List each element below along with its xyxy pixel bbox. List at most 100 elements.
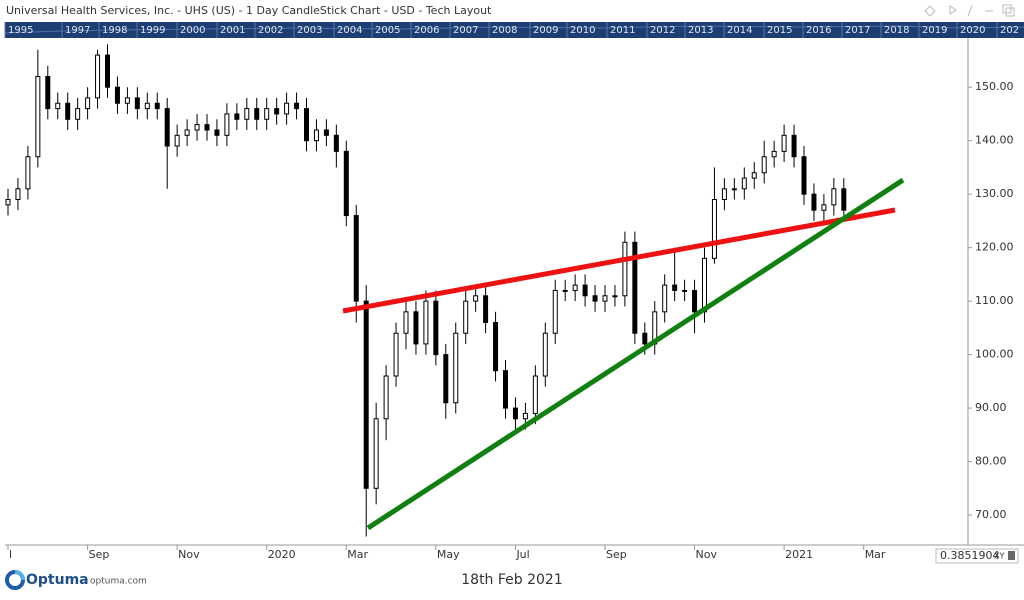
candle-body [35, 76, 41, 158]
candle-body [831, 188, 837, 206]
candle-body [632, 241, 638, 334]
candle-body [841, 188, 847, 211]
candle-body [95, 54, 101, 99]
lock-icon[interactable] [1008, 551, 1015, 560]
candle-body [214, 129, 220, 136]
navigator-year: 1995 [8, 25, 33, 36]
candle-body [134, 97, 140, 110]
navigator-bar [5, 22, 1024, 38]
candle-body [65, 102, 71, 120]
candle-body [264, 108, 270, 120]
site: optuma.com [90, 577, 147, 587]
navigator-year: 2004 [337, 25, 362, 36]
title-bar [0, 0, 1024, 22]
x-tick-label: May [437, 548, 460, 561]
x-tick-label: Nov [178, 548, 200, 561]
navigator-year: 2010 [570, 25, 595, 36]
navigator-year: 2013 [688, 25, 713, 36]
candle-body [124, 97, 130, 104]
x-tick-label: Nov [696, 548, 718, 561]
candle-body [15, 188, 21, 201]
candle-body [105, 54, 110, 88]
candle-body [373, 418, 379, 489]
candle-body [294, 102, 300, 110]
y-tick-label: 80.00 [975, 455, 1007, 468]
candle-body [85, 97, 91, 110]
xy-label: XY [994, 552, 1004, 561]
navigator-year: 2019 [922, 25, 947, 36]
candle-body [353, 215, 359, 302]
x-tick-label: Sep [89, 548, 110, 561]
candle-body [493, 322, 499, 372]
candle-body [741, 177, 747, 190]
navigator-year: 2018 [884, 25, 909, 36]
x-tick-label: 2020 [268, 548, 296, 561]
candle-body [423, 300, 429, 345]
y-tick-label: 110.00 [975, 294, 1014, 307]
cursor-value: 0.3851904 [940, 549, 1000, 562]
candle-body [363, 300, 369, 489]
candle-body [55, 102, 61, 110]
candle-body [323, 129, 329, 136]
candle-body [672, 284, 678, 291]
navigator-year: 2011 [610, 25, 635, 36]
navigator-year: 2017 [845, 25, 870, 36]
y-tick-label: 100.00 [975, 348, 1014, 361]
candle-body [254, 108, 260, 120]
candle-body [692, 289, 698, 313]
candle-body [244, 108, 250, 120]
x-tick-label: Jul [515, 548, 529, 561]
candle-body [383, 375, 389, 420]
candle-body [5, 199, 11, 206]
cursor-box [935, 548, 1019, 564]
candle-body [164, 108, 170, 147]
candle-body [532, 375, 538, 414]
y-tick-label: 90.00 [975, 401, 1007, 414]
candle-body [114, 86, 120, 104]
navigator-year: 2007 [453, 25, 478, 36]
navigator-year: 1998 [102, 25, 127, 36]
candle-body [224, 113, 230, 136]
candle-body [453, 332, 459, 404]
candle-body [562, 289, 568, 292]
navigator-year: 2000 [180, 25, 205, 36]
candle-body [811, 193, 817, 211]
candle-body [592, 295, 598, 302]
candle-body [721, 188, 727, 201]
support-trendline [366, 177, 905, 531]
candle-body [284, 102, 290, 115]
candle-body [791, 134, 797, 158]
candle-body [751, 172, 757, 179]
candle-body [801, 156, 807, 195]
navigator-year: 1997 [65, 25, 90, 36]
resistance-trendline [342, 207, 896, 314]
navigator-year: 2014 [727, 25, 752, 36]
navigator-year: 2015 [767, 25, 792, 36]
candle-body [174, 134, 180, 147]
candle-body [572, 284, 578, 291]
chart-date: 18th Feb 2021 [461, 572, 563, 588]
candle-body [622, 241, 628, 297]
navigator-line [4, 25, 1024, 34]
candle-body [274, 108, 280, 115]
navigator-year: 2012 [650, 25, 675, 36]
candle-body [552, 289, 558, 334]
candle-body [682, 289, 688, 292]
candle-body [333, 134, 339, 152]
candle-body [194, 124, 200, 131]
navigator-year: 2003 [297, 25, 322, 36]
y-tick-label: 120.00 [975, 241, 1014, 254]
candle-body [522, 412, 528, 420]
candle-body [25, 156, 31, 190]
candle-body [582, 284, 588, 297]
candle-body [662, 284, 668, 313]
candle-body [45, 76, 51, 110]
candle-body [542, 332, 548, 377]
candle-body [343, 150, 349, 217]
navigator-year: 2016 [806, 25, 831, 36]
candle-body [711, 199, 717, 259]
navigator-year: 2001 [220, 25, 245, 36]
candle-body [304, 108, 309, 142]
